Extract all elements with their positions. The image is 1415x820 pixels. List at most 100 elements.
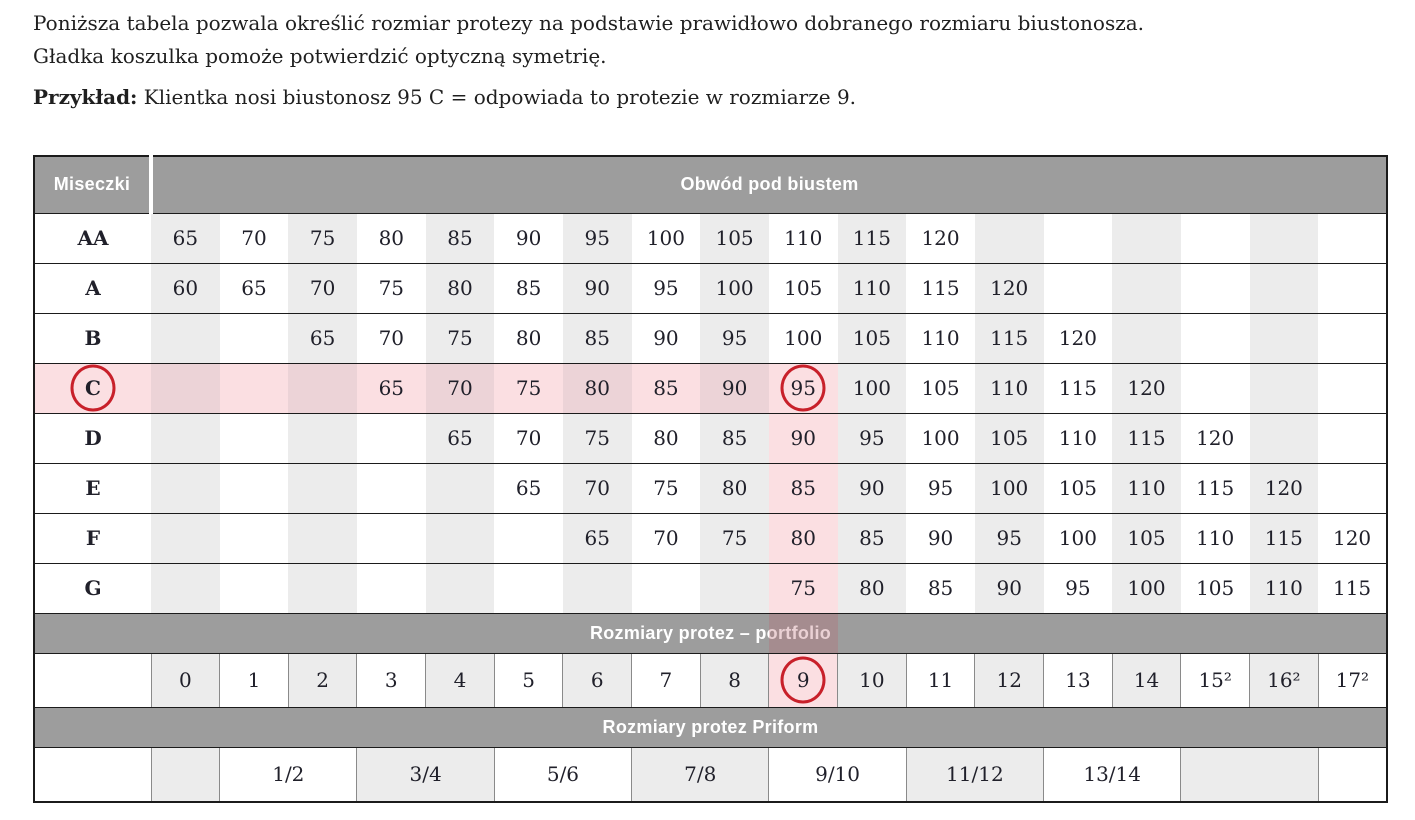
portfolio-row-section: 0 1 2 3 4 5 6 7 8 9 10 11 12 13 14 15² 16² 17² bbox=[34, 653, 1387, 708]
cup-row-C: C 65 70 75 80 85 90 95 100 105 110 115 120 bbox=[34, 363, 1387, 414]
size-cell: 120 bbox=[974, 263, 1044, 314]
size-cell: 60 bbox=[151, 263, 220, 314]
cup-row-B: B 65 70 75 80 85 90 95 100 105 110 115 120 bbox=[34, 313, 1387, 364]
size-cell: 100 bbox=[700, 263, 769, 314]
size-cell: 70 bbox=[219, 213, 289, 264]
size-cell bbox=[1318, 313, 1387, 364]
size-cell bbox=[1318, 213, 1387, 264]
size-cell: 115 bbox=[837, 213, 907, 264]
size-cell: 115 bbox=[1043, 363, 1113, 414]
portfolio-band-label: Rozmiary protez – portfolio bbox=[589, 622, 832, 643]
portfolio-size-cell: 16² bbox=[1249, 653, 1319, 708]
red-circle-annotation bbox=[780, 364, 826, 412]
size-cell: 70 bbox=[288, 263, 357, 314]
priform-row: 1/2 3/4 5/6 7/8 9/10 11/12 13/14 bbox=[34, 747, 1387, 803]
size-cell bbox=[425, 463, 495, 514]
intro-line-1: Poniższa tabela pozwala określić rozmiar… bbox=[33, 11, 1145, 35]
size-cell bbox=[1249, 213, 1319, 264]
size-cell: 95 bbox=[837, 413, 907, 464]
size-cell bbox=[1249, 363, 1319, 414]
size-cell: 110 bbox=[1112, 463, 1181, 514]
size-cell: 85 bbox=[562, 313, 632, 364]
size-cell: 95 bbox=[1043, 563, 1113, 614]
size-cell: 115 bbox=[1180, 463, 1250, 514]
size-cell: 70 bbox=[562, 463, 632, 514]
intro-paragraph: Poniższa tabela pozwala określić rozmiar… bbox=[33, 7, 1144, 73]
size-cell bbox=[219, 413, 289, 464]
size-cell: 85 bbox=[906, 563, 975, 614]
example-text: Klientka nosi biustonosz 95 C = odpowiad… bbox=[137, 85, 857, 109]
portfolio-size-cell: 10 bbox=[837, 653, 907, 708]
size-cell bbox=[1180, 263, 1250, 314]
priform-range-cell bbox=[1317, 747, 1387, 803]
portfolio-size-cell: 14 bbox=[1111, 653, 1181, 708]
size-cell bbox=[1180, 213, 1250, 264]
size-cell: 105 bbox=[1112, 513, 1181, 564]
size-cell bbox=[1249, 413, 1319, 464]
size-cell bbox=[288, 463, 357, 514]
priform-range-cell: 13/14 bbox=[1043, 747, 1181, 803]
size-cell: 70 bbox=[356, 313, 426, 364]
size-cell bbox=[700, 563, 769, 614]
portfolio-size-cell: 15² bbox=[1180, 653, 1250, 708]
cup-row-E: E 65 70 75 80 85 90 95 100 105 110 115 120 bbox=[34, 463, 1387, 514]
size-cell: 110 bbox=[1043, 413, 1113, 464]
column-highlight-overlay bbox=[769, 613, 838, 653]
size-cell bbox=[1180, 313, 1250, 364]
cup-label-E: E bbox=[34, 463, 151, 514]
portfolio-size-cell: 1 bbox=[219, 653, 289, 708]
priform-range-cell: 11/12 bbox=[905, 747, 1044, 803]
priform-range-cell: 9/10 bbox=[768, 747, 907, 803]
size-cell: 80 bbox=[562, 363, 632, 414]
size-cell: 100 bbox=[837, 363, 907, 414]
size-cell bbox=[219, 313, 289, 364]
size-cell: 115 bbox=[974, 313, 1044, 364]
portfolio-size-cell: 7 bbox=[631, 653, 701, 708]
cup-label-B: B bbox=[34, 313, 151, 364]
size-cell bbox=[1249, 263, 1319, 314]
size-cell bbox=[974, 213, 1044, 264]
cup-label-G: G bbox=[34, 563, 151, 614]
size-cell: 90 bbox=[906, 513, 975, 564]
red-circle-annotation bbox=[70, 364, 116, 412]
size-cell: 80 bbox=[494, 313, 563, 364]
size-cell: 105 bbox=[700, 213, 769, 264]
size-cell bbox=[219, 363, 289, 414]
size-cell bbox=[1112, 313, 1181, 364]
portfolio-size-cell: 8 bbox=[699, 653, 769, 708]
size-cell: 75 bbox=[562, 413, 632, 464]
size-cell: 120 bbox=[1180, 413, 1250, 464]
size-cell: 120 bbox=[1043, 313, 1113, 364]
priform-range-cell bbox=[1180, 747, 1319, 803]
size-cell: 85 bbox=[494, 263, 563, 314]
size-cell: 120 bbox=[906, 213, 975, 264]
priform-row-section: 1/2 3/4 5/6 7/8 9/10 11/12 13/14 bbox=[34, 747, 1387, 803]
header-section: Miseczki Obwód pod biustem bbox=[34, 156, 1387, 214]
size-cell: 105 bbox=[906, 363, 975, 414]
priform-label-cell bbox=[34, 747, 151, 803]
size-cell bbox=[151, 413, 220, 464]
size-cell: 95 bbox=[562, 213, 632, 264]
size-cell bbox=[1043, 263, 1113, 314]
portfolio-size-cell: 13 bbox=[1043, 653, 1113, 708]
portfolio-size-cell: 11 bbox=[905, 653, 975, 708]
size-cell: 105 bbox=[1180, 563, 1250, 614]
size-cell: 70 bbox=[425, 363, 495, 414]
size-cell: 100 bbox=[974, 463, 1044, 514]
size-cell: 100 bbox=[1112, 563, 1181, 614]
size-cell bbox=[1318, 363, 1387, 414]
size-cell: 75 bbox=[768, 563, 838, 614]
priform-range-cell: 3/4 bbox=[356, 747, 495, 803]
size-cell: 90 bbox=[494, 213, 563, 264]
size-cell: 80 bbox=[425, 263, 495, 314]
priform-band-row: Rozmiary protez Priform bbox=[34, 707, 1387, 748]
size-cell: 120 bbox=[1249, 463, 1319, 514]
size-cell bbox=[356, 413, 426, 464]
size-cell: 80 bbox=[356, 213, 426, 264]
size-cell: 70 bbox=[631, 513, 701, 564]
example-paragraph: Przykład: Klientka nosi biustonosz 95 C … bbox=[33, 84, 856, 111]
size-cell: 85 bbox=[631, 363, 701, 414]
portfolio-size-cell: 4 bbox=[425, 653, 495, 708]
priform-range-cell bbox=[150, 747, 220, 803]
size-cell: 80 bbox=[700, 463, 769, 514]
